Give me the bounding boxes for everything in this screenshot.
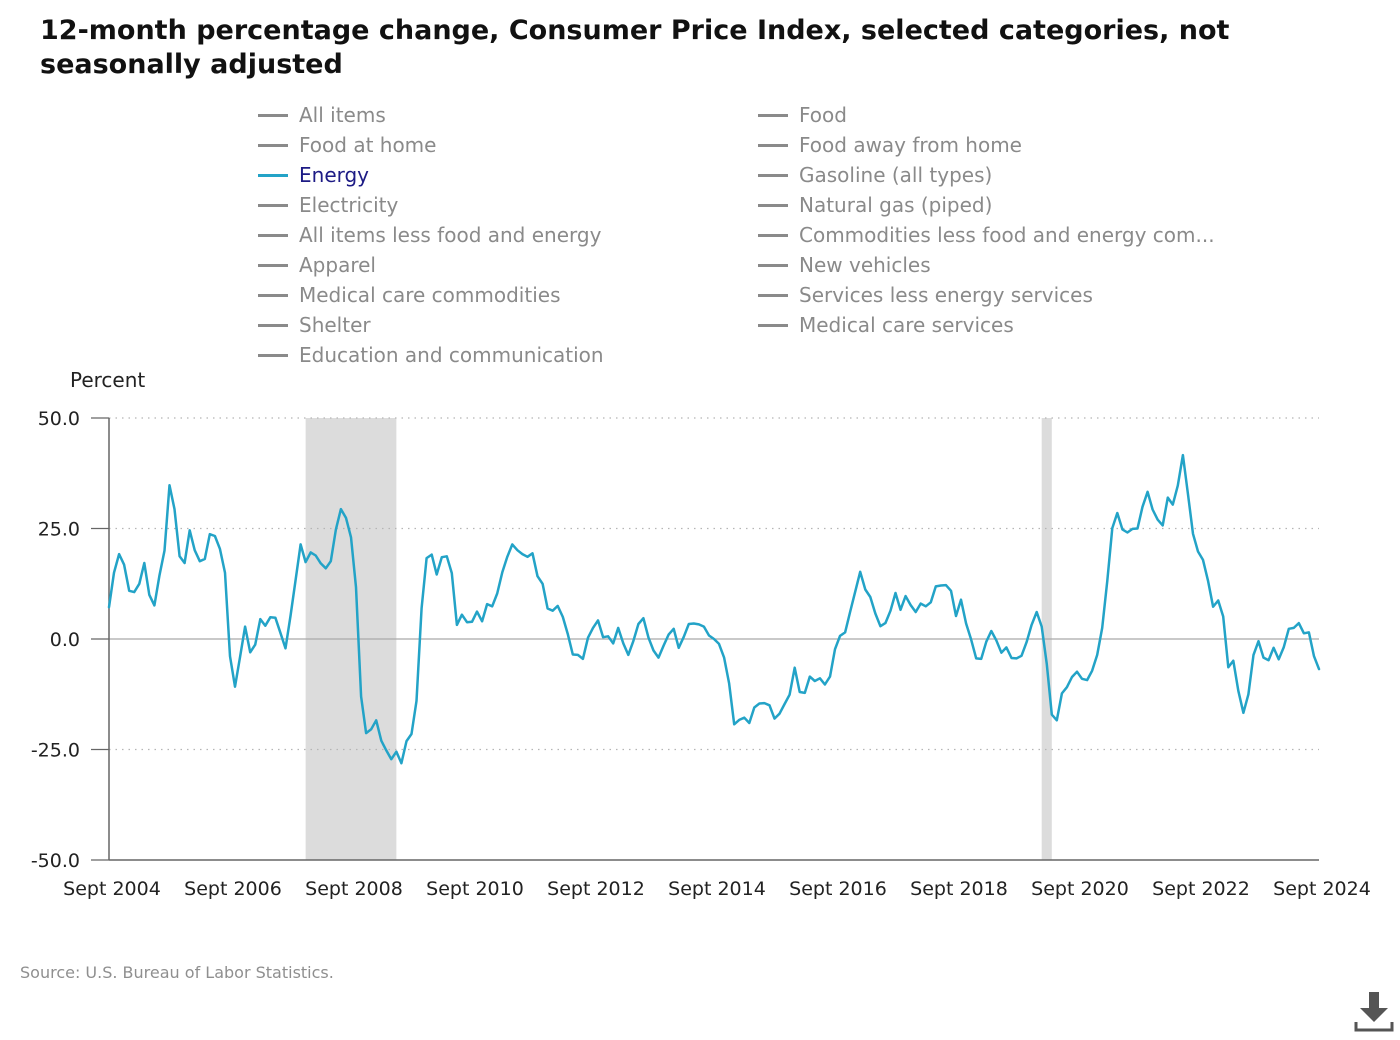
line-chart: 50.0 25.0 0.0 -25.0 -50.0 Sept 2004 Sept 2006 S… (31, 408, 1371, 900)
legend-label: New vehicles (799, 253, 931, 277)
legend-label: Services less energy services (799, 283, 1093, 307)
y-tick-label: 25.0 (38, 519, 80, 541)
legend-swatch (258, 323, 288, 327)
legend-label: Food at home (299, 133, 437, 157)
legend-item-food[interactable]: Food (758, 100, 847, 130)
legend-label: Medical care services (799, 313, 1014, 337)
legend-item-apparel[interactable]: Apparel (258, 250, 376, 280)
legend-swatch (258, 173, 288, 177)
legend-label: Shelter (299, 313, 371, 337)
x-tick-label: Sept 2010 (426, 878, 524, 900)
legend-item-gasoline[interactable]: Gasoline (all types) (758, 160, 992, 190)
x-tick-label: Sept 2008 (305, 878, 403, 900)
legend-item-food-at-home[interactable]: Food at home (258, 130, 436, 160)
y-tick-label: 50.0 (38, 408, 80, 430)
legend-item-all-items[interactable]: All items (258, 100, 386, 130)
legend-swatch (758, 173, 788, 177)
legend-swatch (258, 263, 288, 267)
x-tick-label: Sept 2020 (1031, 878, 1129, 900)
legend-item-services-less-energy[interactable]: Services less energy services (758, 280, 1093, 310)
x-tick-label: Sept 2014 (668, 878, 766, 900)
legend-label: Natural gas (piped) (799, 193, 993, 217)
series-line-energy (107, 453, 1321, 765)
legend-label: Energy (299, 163, 370, 187)
legend-label: Food away from home (799, 133, 1022, 157)
x-tick-label: Sept 2022 (1152, 878, 1250, 900)
legend-swatch (258, 203, 288, 207)
legend-label: Food (799, 103, 847, 127)
legend-label: Education and communication (299, 343, 604, 367)
legend-swatch (758, 143, 788, 147)
x-tick-label: Sept 2016 (789, 878, 887, 900)
legend-swatch (758, 323, 788, 327)
legend-item-shelter[interactable]: Shelter (258, 310, 371, 340)
legend-item-food-away-from-home[interactable]: Food away from home (758, 130, 1022, 160)
x-tick-label: Sept 2006 (184, 878, 282, 900)
legend-label: Medical care commodities (299, 283, 561, 307)
y-tick-label: -50.0 (31, 850, 80, 872)
y-tick-label: -25.0 (31, 740, 80, 762)
legend-label: Commodities less food and energy com... (799, 223, 1215, 247)
x-tick-label: Sept 2024 (1273, 878, 1371, 900)
legend-swatch (258, 113, 288, 117)
legend-item-energy[interactable]: Energy (258, 160, 369, 190)
y-axis-label: Percent (70, 368, 146, 392)
x-tick-label: Sept 2004 (63, 878, 161, 900)
legend-item-new-vehicles[interactable]: New vehicles (758, 250, 931, 280)
y-tick-label: 0.0 (50, 629, 80, 651)
download-button[interactable] (1352, 990, 1396, 1034)
legend-label: Electricity (299, 193, 399, 217)
download-icon (1354, 992, 1394, 1032)
legend-swatch (758, 113, 788, 117)
legend-item-education-communication[interactable]: Education and communication (258, 340, 604, 370)
legend-item-natural-gas[interactable]: Natural gas (piped) (758, 190, 992, 220)
legend-swatch (758, 233, 788, 237)
legend-label: All items (299, 103, 386, 127)
legend-swatch (258, 293, 288, 297)
legend-label: Gasoline (all types) (799, 163, 993, 187)
x-tick-label: Sept 2012 (547, 878, 645, 900)
x-tick-label: Sept 2018 (910, 878, 1008, 900)
legend-item-medical-care-services[interactable]: Medical care services (758, 310, 1014, 340)
legend-swatch (258, 353, 288, 357)
legend-swatch (758, 203, 788, 207)
legend-item-medical-care-commodities[interactable]: Medical care commodities (258, 280, 560, 310)
legend-item-all-items-less-food-energy[interactable]: All items less food and energy (258, 220, 601, 250)
legend-item-commodities-less-food-energy[interactable]: Commodities less food and energy com... (758, 220, 1215, 250)
legend-swatch (258, 233, 288, 237)
chart-title: 12-month percentage change, Consumer Pri… (40, 15, 1230, 80)
legend-swatch (258, 143, 288, 147)
legend-label: All items less food and energy (299, 223, 602, 247)
legend-swatch (758, 263, 788, 267)
legend-item-electricity[interactable]: Electricity (258, 190, 398, 220)
legend-label: Apparel (299, 253, 376, 277)
legend-swatch (758, 293, 788, 297)
source-note: Source: U.S. Bureau of Labor Statistics. (20, 963, 334, 982)
